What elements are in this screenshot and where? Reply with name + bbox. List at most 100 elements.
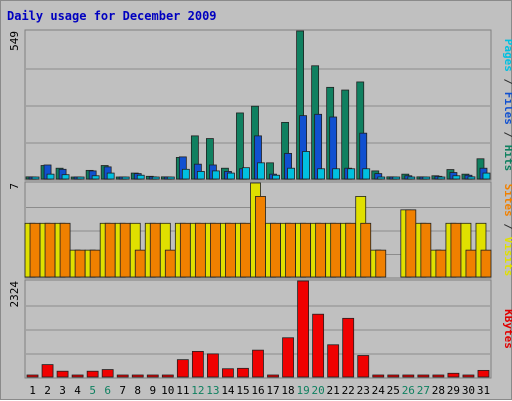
bar-sites-day-9 <box>149 222 161 278</box>
bar-kbytes-day-28 <box>432 374 445 378</box>
bar-sites-day-7 <box>119 222 131 278</box>
sites-panel-axis-label-part: / <box>502 217 512 237</box>
x-tick-label: 8 <box>134 384 141 397</box>
bar-pages-day-3 <box>61 174 70 180</box>
x-tick-label: 21 <box>327 384 340 397</box>
bar-pages-day-7 <box>121 176 130 180</box>
bar-sites-day-31 <box>480 249 492 278</box>
bar-kbytes-day-18 <box>282 337 294 378</box>
bar-pages-day-15 <box>242 167 250 180</box>
x-tick-label: 25 <box>387 384 400 397</box>
bar-sites-day-23 <box>360 222 372 278</box>
bar-sites-day-21 <box>330 222 342 278</box>
bar-sites-day-2 <box>44 222 56 278</box>
bar-sites-day-17 <box>270 222 281 278</box>
bar-kbytes-day-15 <box>237 367 249 378</box>
bar-pages-day-4 <box>76 176 85 180</box>
bar-sites-day-27 <box>420 222 432 278</box>
bar-pages-day-5 <box>91 175 100 180</box>
bar-hits-day-22 <box>341 89 350 180</box>
x-tick-label: 16 <box>251 384 264 397</box>
sites-panel-axis-label: Sites / Visits <box>502 184 512 277</box>
bar-pages-day-9 <box>151 176 160 180</box>
x-tick-label: 5 <box>89 384 96 397</box>
bar-kbytes-day-13 <box>206 353 219 378</box>
bar-kbytes-day-20 <box>312 313 325 378</box>
x-tick-label: 14 <box>221 384 235 397</box>
x-tick-label: 6 <box>104 384 111 397</box>
x-tick-label: 13 <box>206 384 219 397</box>
x-tick-label: 2 <box>44 384 51 397</box>
plot-area <box>24 279 492 379</box>
bar-sites-day-20 <box>315 222 327 278</box>
bar-pages-day-26 <box>407 176 416 180</box>
bar-sites-day-26 <box>405 209 417 278</box>
bar-pages-day-22 <box>347 168 356 180</box>
x-tick-label: 10 <box>161 384 174 397</box>
bar-kbytes-day-9 <box>146 374 159 378</box>
hits-panel-axis-label-part: Hits <box>502 145 512 172</box>
hits-panel: 549 Pages / Files / Hits <box>8 29 512 181</box>
bar-pages-day-10 <box>166 176 175 180</box>
bar-pages-day-30 <box>467 176 476 180</box>
x-tick-label: 31 <box>477 384 490 397</box>
x-tick-label: 30 <box>462 384 475 397</box>
bar-sites-day-12 <box>194 222 206 278</box>
kbytes-panel-axis-label: KBytes <box>502 309 512 349</box>
bar-sites-day-6 <box>104 222 116 278</box>
x-tick-label: 23 <box>357 384 370 397</box>
x-tick-label: 1 <box>29 384 36 397</box>
x-tick-label: 27 <box>417 384 430 397</box>
bar-kbytes-day-19 <box>297 280 310 378</box>
bar-sites-day-8 <box>134 249 146 278</box>
x-tick-label: 15 <box>236 384 249 397</box>
bar-pages-day-13 <box>211 170 220 180</box>
x-tick-label: 18 <box>281 384 294 397</box>
bar-kbytes-day-21 <box>327 344 340 378</box>
x-tick-label: 22 <box>342 384 355 397</box>
kbytes-panel: 2324 KBytes <box>8 279 512 379</box>
bar-kbytes-day-30 <box>462 374 475 378</box>
bar-sites-day-18 <box>285 222 296 278</box>
x-tick-label: 19 <box>296 384 309 397</box>
bar-pages-day-28 <box>437 176 446 180</box>
x-tick-label: 24 <box>372 384 386 397</box>
bar-kbytes-day-3 <box>56 370 69 378</box>
bar-sites-day-28 <box>435 249 447 278</box>
bar-sites-day-5 <box>89 249 101 278</box>
bar-sites-day-1 <box>29 222 41 278</box>
bar-kbytes-day-17 <box>267 374 279 378</box>
bar-kbytes-day-12 <box>191 350 204 378</box>
bar-sites-day-15 <box>240 222 251 278</box>
bar-sites-day-22 <box>345 222 357 278</box>
bar-kbytes-day-29 <box>447 372 460 378</box>
hits-panel-axis-label-part: / <box>502 125 512 145</box>
bar-sites-day-30 <box>465 249 477 278</box>
bar-pages-day-1 <box>31 176 40 180</box>
bar-sites-day-3 <box>59 222 71 278</box>
x-tick-label: 7 <box>119 384 126 397</box>
bar-pages-day-27 <box>422 176 431 180</box>
bar-pages-day-25 <box>392 176 401 180</box>
sites-panel-axis-label-part: Sites <box>502 184 512 217</box>
bar-kbytes-day-27 <box>417 374 430 378</box>
kbytes-panel-max-label: 2324 <box>8 281 21 308</box>
bar-sites-day-14 <box>225 222 236 278</box>
bar-pages-day-14 <box>227 172 235 180</box>
bar-pages-day-20 <box>317 168 326 180</box>
bar-pages-day-31 <box>482 172 491 180</box>
x-tick-label: 28 <box>432 384 445 397</box>
bar-kbytes-day-22 <box>342 317 355 378</box>
bar-kbytes-day-10 <box>161 374 174 378</box>
bar-sites-day-11 <box>179 222 191 278</box>
hits-panel-axis-label-part: / <box>502 72 512 92</box>
chart-title: Daily usage for December 2009 <box>7 9 217 23</box>
sites-panel-axis-label-part: Visits <box>502 237 512 277</box>
bar-kbytes-day-26 <box>402 374 415 378</box>
bar-kbytes-day-11 <box>176 359 189 378</box>
bar-kbytes-day-7 <box>116 374 129 378</box>
sites-panel-bars <box>24 182 492 278</box>
x-tick-label: 17 <box>266 384 279 397</box>
kbytes-panel-bars <box>26 280 490 378</box>
